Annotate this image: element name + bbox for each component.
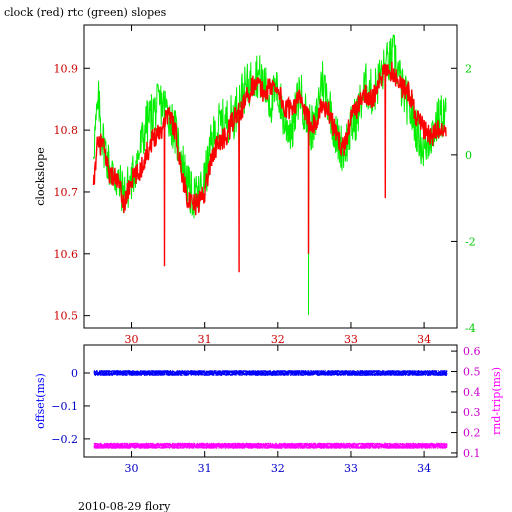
y-tick-label: 10.8 — [54, 124, 79, 137]
y2-tick-label: -2 — [465, 235, 476, 248]
y2-tick-label: 0 — [465, 149, 472, 162]
clock-series-line — [92, 61, 447, 273]
x-tick-label: 30 — [125, 462, 139, 475]
slope-plot-frame — [83, 24, 458, 329]
y2-tick-label: 2 — [465, 62, 472, 75]
x-tick-label: 34 — [417, 333, 431, 346]
offset-ticks: 30 31 32 33 34 0 −0.1 −0.2 0.1 0.2 0.3 0.4 0.5 0.6 — [51, 345, 481, 475]
slope-series — [92, 34, 447, 316]
y-tick-label: −0.2 — [51, 433, 78, 446]
x-tick-label: 32 — [271, 462, 285, 475]
offset-plot-frame — [83, 344, 458, 458]
y-tick-label: 0 — [71, 367, 78, 380]
offset-panel: 30 31 32 33 34 0 −0.1 −0.2 0.1 0.2 0.3 0.4 0.5 0.6 of… — [34, 344, 503, 475]
y2-tick-label: 0.5 — [463, 365, 481, 378]
y2-tick-label: 0.3 — [463, 406, 481, 419]
x-tick-label: 34 — [417, 462, 431, 475]
slope-y-axis-label: clockslope — [34, 147, 47, 205]
x-tick-label: 32 — [271, 333, 285, 346]
footer-date-label: 2010-08-29 flory — [78, 500, 171, 512]
y-tick-label: 10.5 — [54, 310, 79, 323]
offset-series — [93, 370, 448, 449]
x-tick-label: 31 — [198, 333, 212, 346]
y2-tick-label: -4 — [465, 322, 476, 335]
slope-panel: 30 31 32 33 34 10.5 10.6 10.7 10.8 10.9 -4 -2 0 2 clo… — [34, 24, 476, 346]
x-tick-label: 33 — [344, 333, 358, 346]
rnd-trip-series-points — [93, 442, 448, 449]
x-tick-label: 30 — [125, 333, 139, 346]
y2-tick-label: 0.4 — [463, 386, 481, 399]
y-tick-label: 10.9 — [54, 62, 79, 75]
y2-tick-label: 0.1 — [463, 447, 481, 460]
rnd-trip-y-axis-label: rnd-trip(ms) — [490, 367, 503, 435]
x-tick-label: 31 — [198, 462, 212, 475]
y2-tick-label: 0.2 — [463, 427, 481, 440]
y-tick-label: −0.1 — [51, 400, 78, 413]
offset-series-points — [93, 370, 448, 376]
x-tick-label: 33 — [344, 462, 358, 475]
y2-tick-label: 0.6 — [463, 345, 481, 358]
y-tick-label: 10.7 — [54, 186, 79, 199]
chart-title: clock (red) rtc (green) slopes — [4, 6, 167, 19]
offset-y-axis-label: offset(ms) — [34, 373, 47, 429]
y-tick-label: 10.6 — [54, 248, 79, 261]
slope-ticks: 30 31 32 33 34 10.5 10.6 10.7 10.8 10.9 -4 -2 0 2 — [54, 25, 476, 346]
